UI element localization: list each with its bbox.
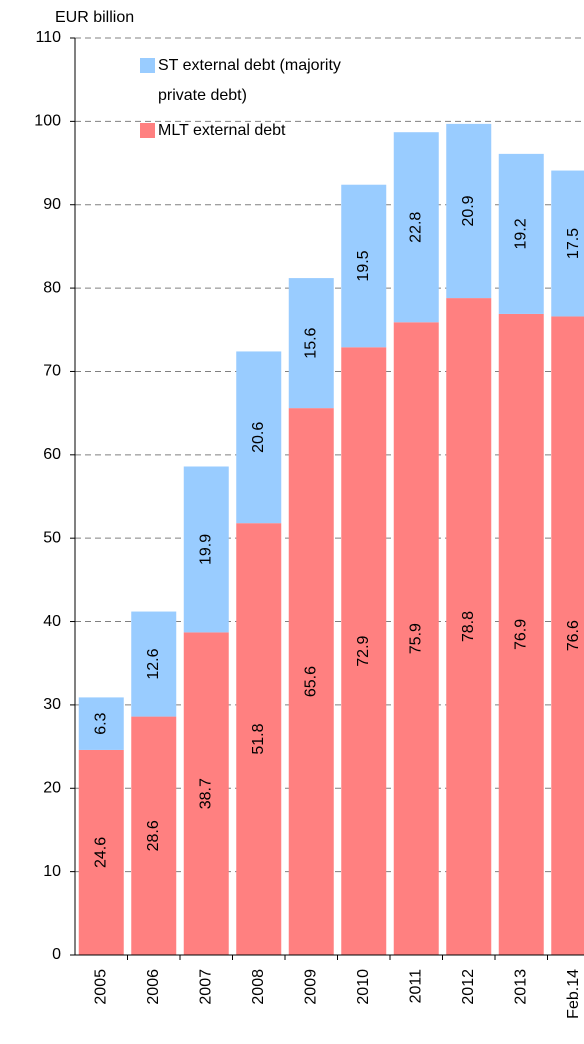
y-axis-label: EUR billion <box>55 9 134 26</box>
value-label: 24.6 <box>92 837 109 868</box>
legend-swatch <box>140 123 155 138</box>
bar-segment <box>183 466 229 633</box>
y-tick-label: 50 <box>43 529 61 546</box>
bar-segment <box>498 313 544 956</box>
bar-segment <box>288 408 334 956</box>
bar-segment <box>498 153 544 314</box>
y-tick-label: 40 <box>43 613 61 630</box>
value-label: 20.6 <box>250 422 267 453</box>
bar-segment <box>183 632 229 955</box>
bar-segment <box>341 184 387 348</box>
y-tick-label: 100 <box>34 113 61 130</box>
bar-segment <box>78 749 124 955</box>
x-tick-label: Feb.14 <box>565 969 582 1019</box>
y-tick-label: 70 <box>43 363 61 380</box>
legend-entry: ST external debt (majority private debt) <box>158 57 341 104</box>
value-label: 17.5 <box>565 228 582 259</box>
y-tick-label: 90 <box>43 196 61 213</box>
bar-segment <box>131 611 177 717</box>
value-label: 75.9 <box>407 623 424 654</box>
value-label: 6.3 <box>92 712 109 734</box>
y-tick-label: 110 <box>35 29 61 46</box>
value-label: 38.7 <box>197 778 214 809</box>
value-label: 15.6 <box>302 327 319 358</box>
bar-segment <box>78 697 124 750</box>
bar-segment <box>236 523 282 955</box>
x-tick-label: 2008 <box>250 969 267 1005</box>
bar-segment <box>551 316 584 955</box>
bar-segment <box>393 322 439 955</box>
bar-segment <box>551 170 584 317</box>
value-label: 65.6 <box>302 666 319 697</box>
value-label: 28.6 <box>145 820 162 851</box>
bar-segment <box>288 278 334 409</box>
value-label: 19.9 <box>197 534 214 565</box>
x-tick-label: 2012 <box>460 969 477 1005</box>
y-tick-label: 60 <box>43 446 61 463</box>
legend-swatch <box>140 58 155 73</box>
y-tick-label: 20 <box>43 779 61 796</box>
legend-label: MLT external debt <box>158 122 286 139</box>
bar-segment <box>446 298 492 955</box>
value-label: 22.8 <box>407 212 424 243</box>
bar-segment <box>393 132 439 323</box>
legend-label: ST external debt (majority private debt) <box>158 57 341 104</box>
legend-entry: MLT external debt <box>158 122 286 139</box>
y-tick-label: 10 <box>43 863 61 880</box>
x-tick-label: 2007 <box>197 969 214 1005</box>
x-tick-label: 2013 <box>512 969 529 1005</box>
x-tick-label: 2011 <box>407 969 424 1004</box>
x-tick-label: 2009 <box>302 969 319 1005</box>
y-tick-label: 0 <box>52 946 61 963</box>
x-tick-label: 2010 <box>355 969 372 1005</box>
bar-segment <box>131 716 177 955</box>
value-label: 19.2 <box>512 218 529 249</box>
value-label: 19.5 <box>355 250 372 281</box>
value-label: 20.9 <box>460 195 477 226</box>
value-label: 76.9 <box>512 619 529 650</box>
y-tick-label: 80 <box>43 279 61 296</box>
value-label: 72.9 <box>355 635 372 666</box>
value-label: 51.8 <box>250 723 267 754</box>
bar-segment <box>236 351 282 524</box>
x-tick-label: 2005 <box>92 969 109 1005</box>
bar-segment <box>446 123 492 299</box>
value-label: 12.6 <box>145 648 162 679</box>
x-tick-label: 2006 <box>145 969 162 1005</box>
value-label: 76.6 <box>565 620 582 651</box>
value-label: 78.8 <box>460 611 477 642</box>
bar-segment <box>341 347 387 956</box>
y-tick-label: 30 <box>43 696 61 713</box>
